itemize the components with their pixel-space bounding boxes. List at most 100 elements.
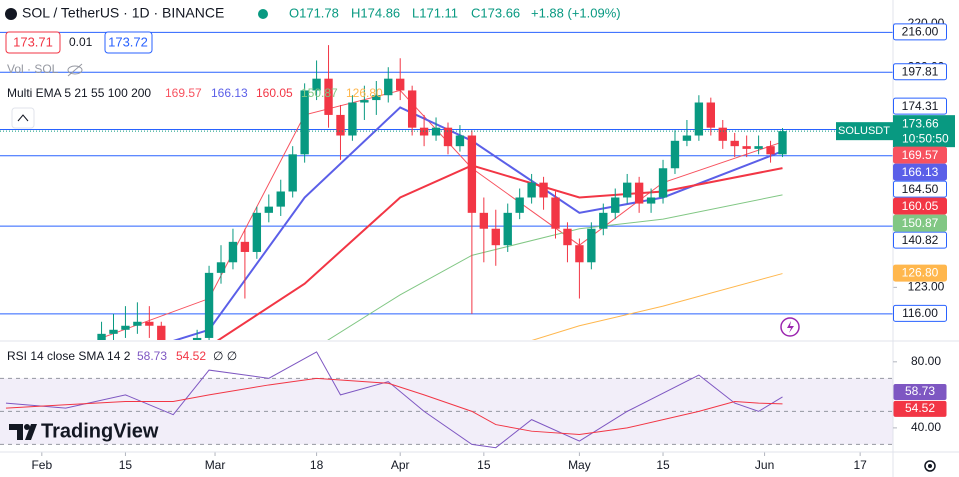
ema-legend-value: 169.57 [165,86,202,100]
candle-body [252,212,262,252]
x-tick-label: 15 [119,458,133,472]
axis-label-text: 197.81 [902,64,939,78]
candle-body [778,131,787,155]
candle-body [670,140,680,169]
candle-body [658,168,668,198]
open: O171.78 [289,5,339,20]
axis-label [893,214,947,232]
candle-body [431,127,441,136]
rsi-tick-label: 80.00 [911,354,941,368]
candle-body [145,321,154,326]
logo-dot [24,424,30,430]
settings-icon[interactable] [924,460,936,472]
candle-body [228,241,238,263]
candle-body [240,241,250,252]
candle-body [634,182,644,204]
sell-price: 173.71 [13,34,53,49]
rsi-legend-value: 54.52 [176,349,206,363]
ema-line [327,194,783,340]
candle-body [646,197,656,204]
countdown: 10:50:50 [902,131,949,145]
axis-label [893,264,947,282]
candle-body [611,197,620,213]
axis-label [893,97,947,115]
candle-body [551,197,560,229]
x-tick-label: Jun [755,458,774,472]
symbol-icon [5,8,17,20]
rsi-line [5,351,783,449]
candle-body [443,127,453,147]
candle-body [479,212,489,229]
candle-body [192,337,202,340]
sell-button[interactable] [5,31,61,54]
high: H174.86 [351,5,400,20]
candle-body [527,182,536,198]
market-status[interactable] [258,9,268,19]
axis-label [893,180,947,198]
axis-label [893,23,947,41]
ema-line [531,273,783,340]
candle-body [467,135,477,213]
x-tick-label: May [568,458,591,472]
ema-legend-value: 126.80 [346,86,383,100]
candle-body [384,78,393,96]
price-pane [0,31,893,340]
candle-body [216,262,226,273]
rsi-axis-label [893,383,947,400]
x-tick-label: 15 [477,458,491,472]
alert-icon[interactable] [780,317,800,337]
axis-label [893,231,947,249]
axis-label-text: 174.31 [902,99,939,113]
candle-body [419,127,429,136]
candle-body [97,333,106,340]
change: +1.88 (+1.09%) [531,5,621,20]
candle-body [300,90,309,155]
axis-label [893,197,947,215]
candle-body [575,245,584,263]
ema-legend: Multi EMA 5 21 55 100 200 [7,86,151,100]
candle-body [682,135,692,141]
last-price: 173.66 [902,116,939,130]
axis-label [893,63,947,81]
candle-body [587,228,596,263]
rsi-extra: ∅ ∅ [213,349,237,363]
collapse-button[interactable] [11,107,35,129]
axis-label [893,146,947,164]
low: L171.11 [412,5,458,20]
chart-layers [0,23,897,456]
candle-body [288,154,297,192]
buy-button[interactable] [104,31,153,54]
axis-label-text: 126.80 [902,266,939,280]
axis-label-text: 150.87 [902,216,939,230]
axis-label-text: 140.82 [902,233,939,247]
axis-label [893,304,947,322]
candle-body [157,325,166,340]
spread: 0.01 [69,35,93,49]
buy-price: 173.72 [108,34,148,49]
candle-body [204,272,214,338]
last-price-tag [893,115,955,148]
candle-body [372,95,381,101]
candle-body [312,78,321,91]
symbol-tag [836,122,893,141]
candle-body [754,146,763,149]
ema-legend-value: 160.05 [256,86,293,100]
hide-icon[interactable] [67,63,83,77]
x-tick-label: 15 [656,458,670,472]
logo: TradingView [9,420,159,442]
candle-body [336,114,345,136]
axis-label-text: 166.13 [902,165,939,179]
candle-body [455,135,465,147]
axis-label-text: 169.57 [902,148,939,162]
rsi-axis-label-text: 58.73 [905,384,935,398]
rsi-tick-label: 40.00 [911,420,941,434]
candle-body [623,182,632,198]
candle-body [730,140,739,147]
candle-body [563,228,572,246]
axis-label [893,163,947,181]
candle-body [491,228,500,246]
x-tick-label: Feb [31,458,52,472]
symbol: SOL / TetherUS · 1D · BINANCE [22,5,224,21]
logo-text: TradingView [41,420,159,442]
